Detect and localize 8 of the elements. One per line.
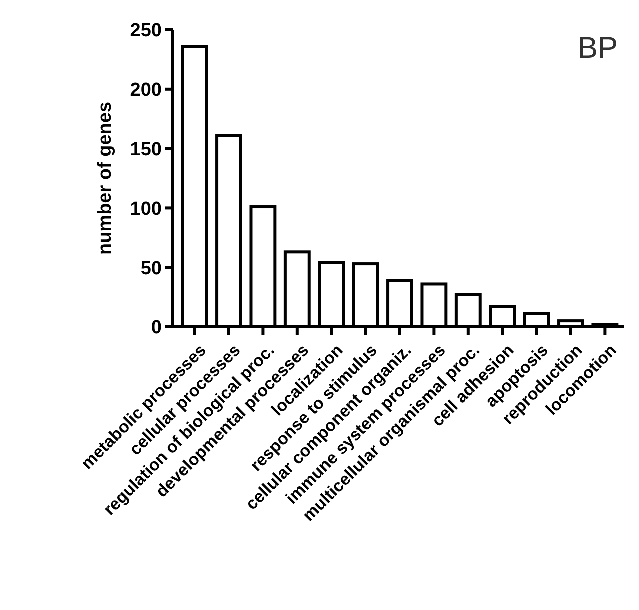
y-tick-label: 50: [140, 258, 162, 280]
y-tick-label: 0: [151, 318, 162, 339]
y-tick-label: 100: [130, 198, 162, 220]
y-axis-title: number of genes: [95, 102, 116, 256]
chart-title: BP: [578, 32, 618, 65]
y-tick-label: 150: [130, 139, 162, 160]
y-tick-label: 250: [130, 20, 162, 42]
y-tick-label: 200: [130, 80, 162, 102]
